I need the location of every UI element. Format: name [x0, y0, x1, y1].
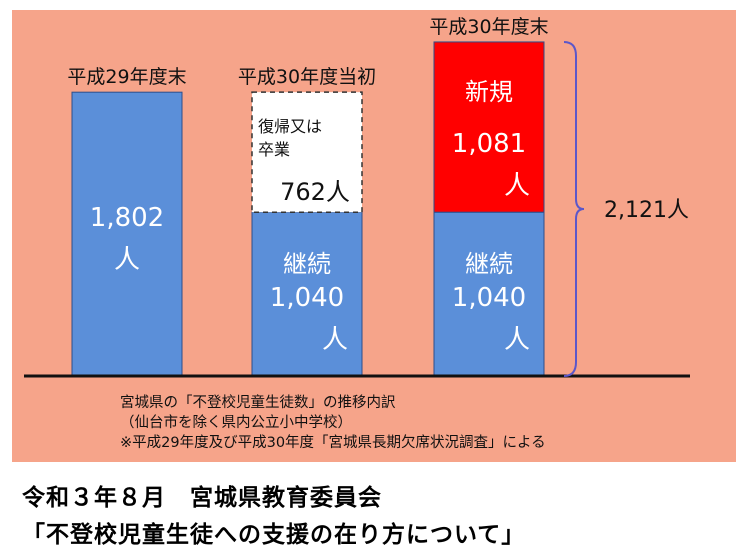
bar-1-value-label: 1,802	[90, 203, 164, 233]
caption-line-1: 宮城県の「不登校児童生徒数」の推移内訳	[120, 394, 396, 412]
bar-1-segment-1	[72, 92, 182, 376]
footer-line-1: 令和３年８月 宮城県教育委員会	[22, 478, 382, 512]
bar-3-unit-label: 人	[504, 325, 530, 355]
bar-2-unit-label: 人	[322, 325, 348, 355]
caption-line-3: ※平成29年度及び平成30年度「宮城県長期欠席状況調査」による	[120, 434, 546, 452]
bar-1-unit-label: 人	[114, 245, 140, 275]
bar-2-top-desc-1: 復帰又は	[258, 117, 322, 136]
total-brace	[564, 42, 584, 376]
bar-2-top-value: 762人	[280, 178, 350, 206]
footer-line-2: 「不登校児童生徒への支援の在り方について」	[22, 515, 525, 549]
caption-line-2: （仙台市を除く県内公立小中学校）	[120, 414, 352, 432]
bar-2-series-label: 継続	[283, 250, 331, 278]
bar-2-value-label: 1,040	[270, 283, 344, 313]
bar-3-value-label: 1,040	[452, 283, 526, 313]
chart-panel: 平成29年度末 平成30年度当初 平成30年度末 1,802 人継続 1,040 人復帰又は…	[12, 10, 736, 462]
bar-3-top-unit-label: 人	[504, 171, 530, 201]
category-label-1: 平成29年度末	[67, 66, 186, 88]
bar-3-top-series-label: 新規	[465, 78, 513, 106]
category-label-2: 平成30年度当初	[238, 66, 376, 88]
bar-3-top-value-label: 1,081	[452, 129, 526, 159]
category-label-3: 平成30年度末	[429, 16, 548, 38]
bar-2-top-desc-2: 卒業	[258, 140, 290, 159]
total-label: 2,121人	[604, 198, 689, 223]
bar-3-series-label: 継続	[465, 250, 513, 278]
